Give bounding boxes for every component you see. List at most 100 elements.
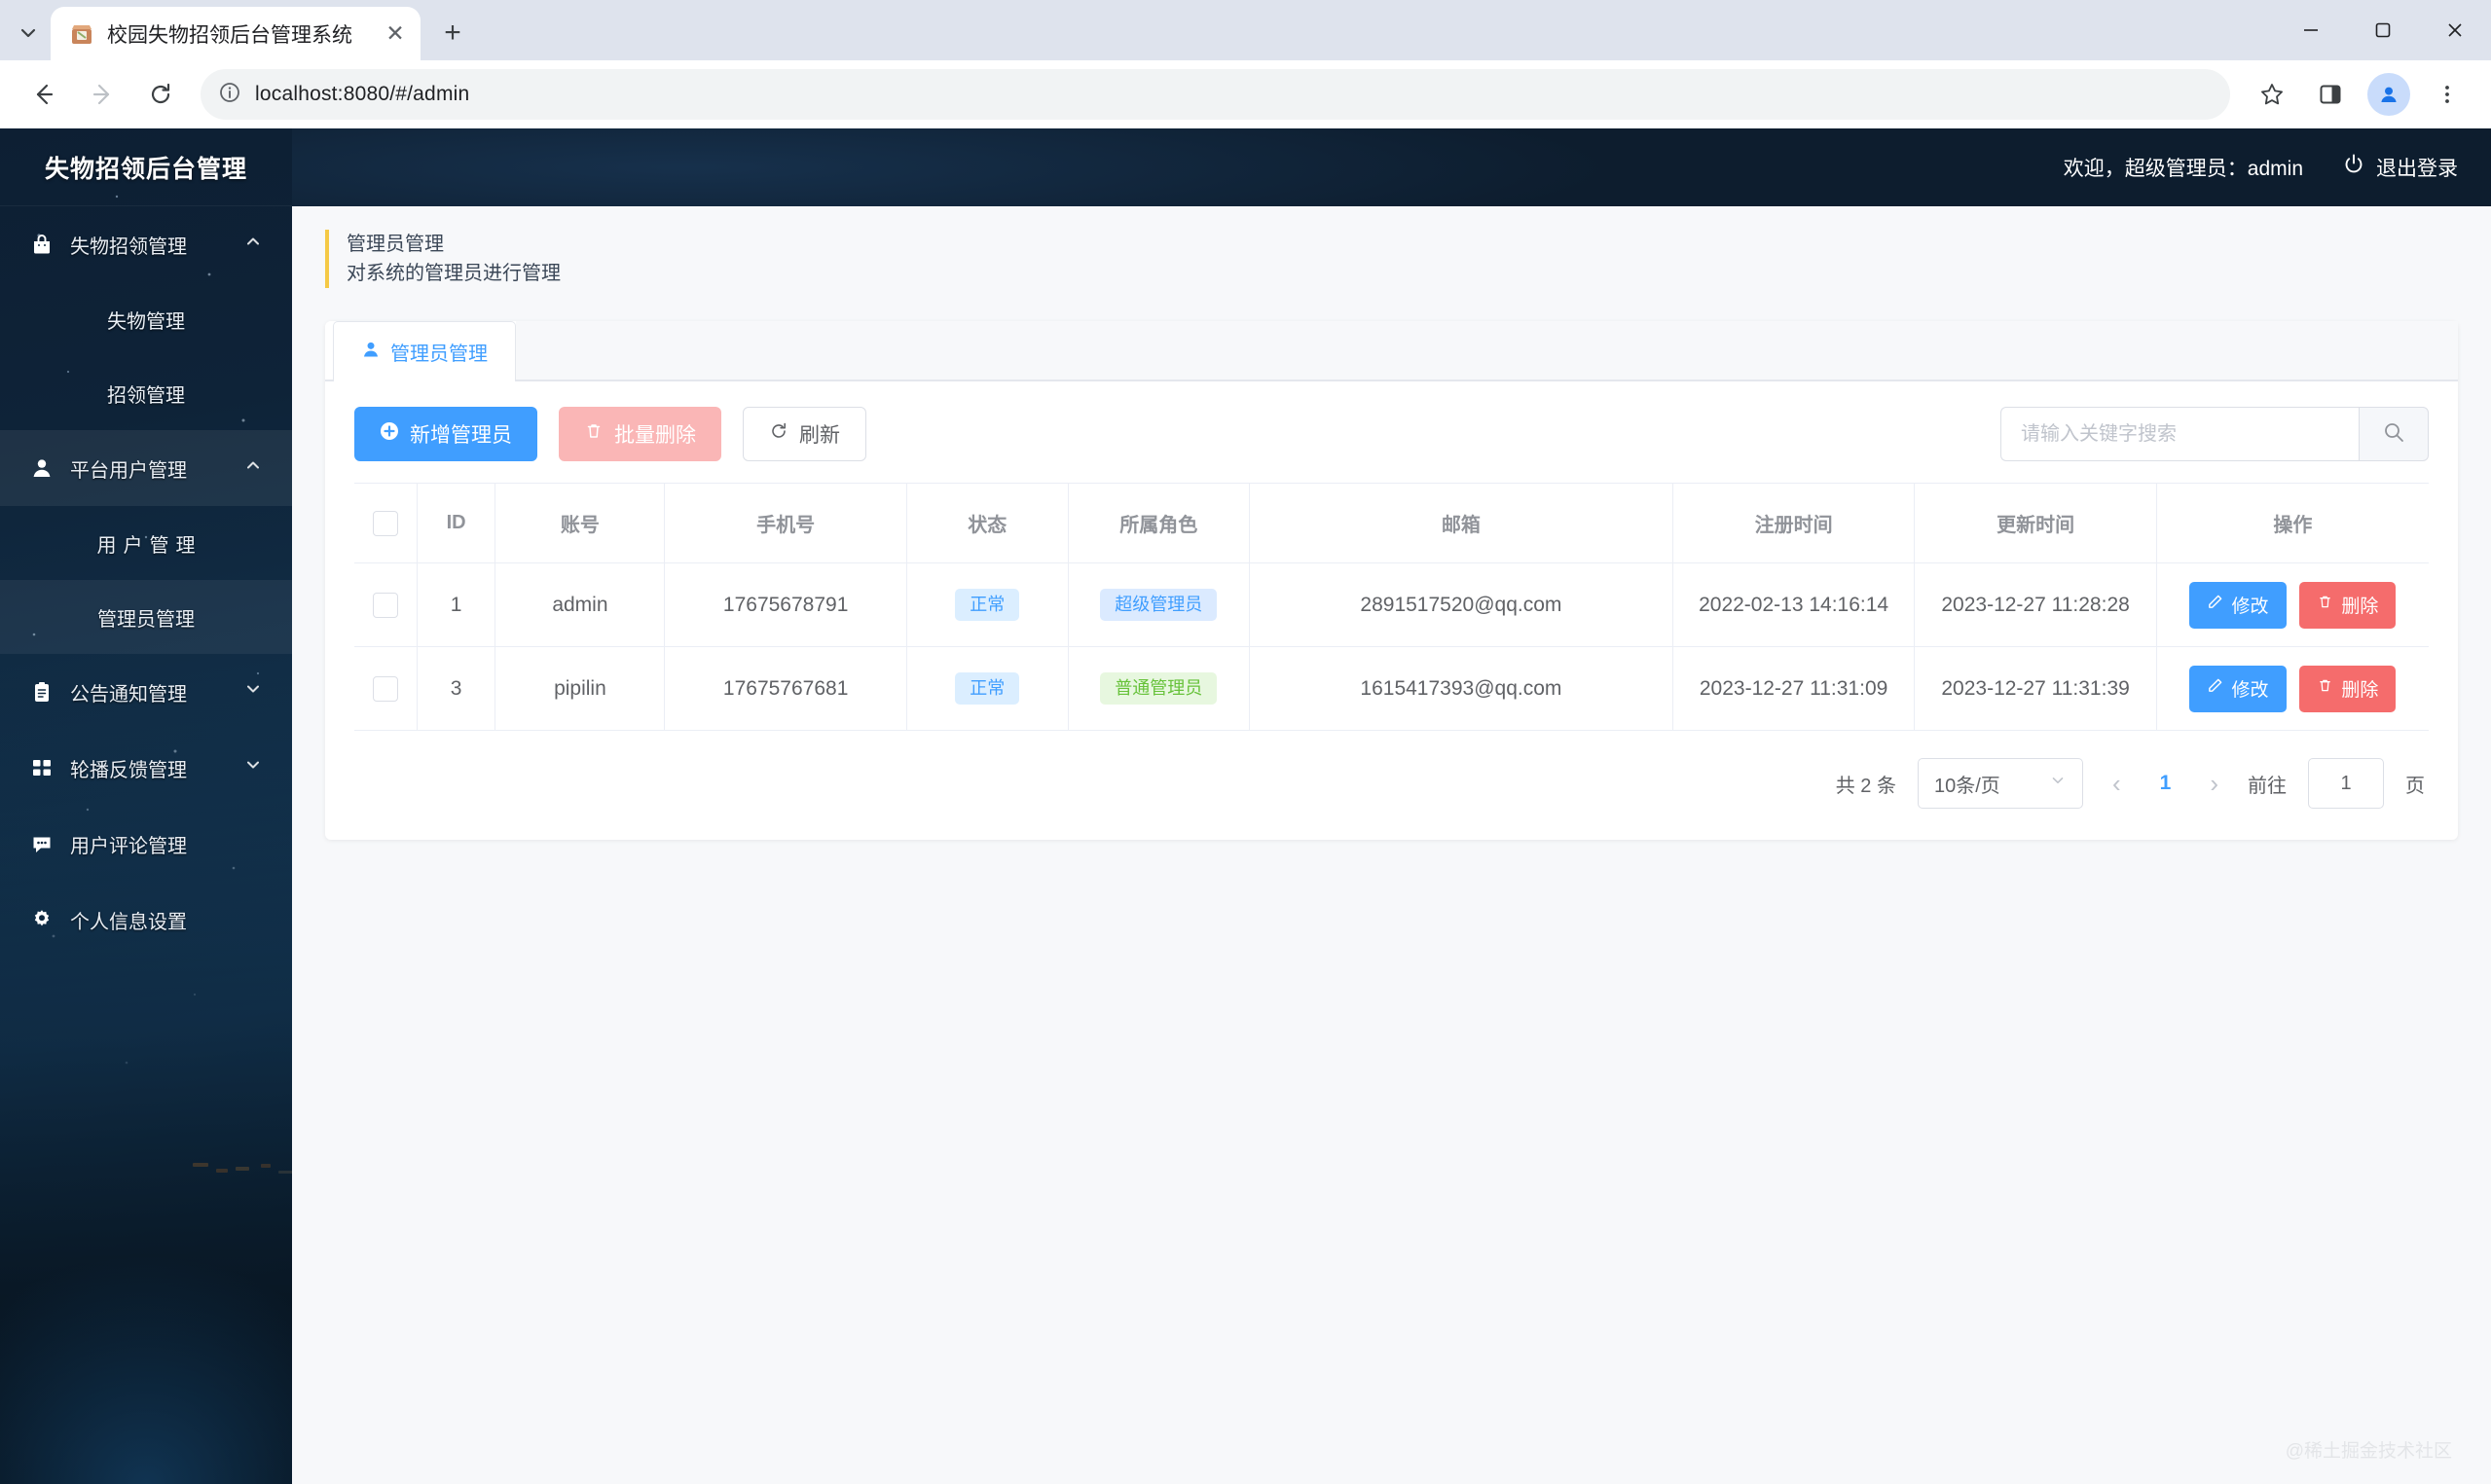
reload-icon[interactable] [134,68,187,121]
sidebar-item-admins[interactable]: 管理员管理 [0,580,292,654]
table-row: 3 pipilin 17675767681 正常 普通管理员 161541739… [354,646,2429,731]
profile-avatar-icon[interactable] [2363,68,2415,121]
column-email: 邮箱 [1248,483,1673,563]
power-icon [2342,153,2365,182]
search-icon [2382,420,2405,449]
batch-delete-label: 批量删除 [614,424,696,447]
watermark: @稀土掘金技术社区 [2285,1441,2452,1462]
role-badge: 超级管理员 [1100,588,1218,622]
back-arrow-icon[interactable] [18,68,70,121]
column-select-all [354,483,418,563]
three-dot-menu-icon[interactable] [2421,68,2473,121]
cell-email: 2891517520@qq.com [1248,562,1673,647]
page-number-1[interactable]: 1 [2159,772,2172,794]
page-title: 管理员管理 [347,234,444,255]
column-phone: 手机号 [664,483,907,563]
city-lights-decoration [193,1163,292,1174]
jump-suffix-label: 页 [2405,775,2425,797]
trash-icon [2317,677,2333,700]
sidebar-menu: 失物招领管理 失物管理 招领管理 平台用户管理 [0,206,292,958]
jump-page-input[interactable] [2308,758,2384,809]
column-operations: 操作 [2155,483,2429,563]
trash-icon [584,421,604,447]
sidebar-item-profile-settings[interactable]: 个人信息设置 [0,882,292,958]
chevron-down-icon [2049,772,2067,795]
cell-status: 正常 [905,646,1069,731]
cell-register-time: 2022-02-13 14:16:14 [1671,562,1915,647]
sidebar-item-found-items[interactable]: 招领管理 [107,384,185,407]
add-admin-button[interactable]: 新增管理员 [354,407,537,461]
edit-button[interactable]: 修改 [2189,581,2287,629]
edit-label: 修改 [2231,597,2269,617]
page-header: 管理员管理 对系统的管理员进行管理 [292,206,2491,309]
browser-tab[interactable]: 校园失物招领后台管理系统 ✕ [51,7,421,60]
cell-account: admin [495,562,665,647]
pencil-icon [2207,594,2223,616]
prev-page-button[interactable]: ‹ [2111,768,2121,798]
cell-update-time: 2023-12-27 11:28:28 [1914,562,2157,647]
sidebar-group-carousel-feedback[interactable]: 轮播反馈管理 [0,730,292,806]
next-page-button[interactable]: › [2210,768,2218,798]
status-badge: 正常 [955,588,1020,622]
cell-operations: 修改 删除 [2155,646,2429,731]
grid-icon [29,756,55,779]
logout-button[interactable]: 退出登录 [2342,153,2458,182]
column-register-time: 注册时间 [1671,483,1915,563]
column-id: ID [416,483,495,563]
trash-icon [2317,594,2333,616]
url-text: localhost:8080/#/admin [255,83,470,105]
window-close-icon[interactable] [2419,0,2491,60]
select-all-checkbox[interactable] [372,510,398,536]
row-checkbox[interactable] [372,675,398,702]
cell-role: 普通管理员 [1067,646,1250,731]
minimize-icon[interactable] [2275,0,2347,60]
chevron-down-icon [243,679,265,705]
sidebar-group-lost-found[interactable]: 失物招领管理 [0,206,292,282]
page-size-label: 10条/页 [1933,775,2000,797]
row-checkbox[interactable] [372,592,398,618]
logout-label: 退出登录 [2376,158,2458,180]
cell-email: 1615417393@qq.com [1248,646,1673,731]
cell-operations: 修改 删除 [2155,562,2429,647]
close-icon[interactable]: ✕ [385,20,405,46]
page-subtitle: 对系统的管理员进行管理 [347,263,561,284]
sidebar-item-users[interactable]: 用户管理 [96,534,202,557]
bag-icon [68,20,95,48]
action-toolbar: 新增管理员 批量删除 刷新 [325,381,2458,483]
delete-button[interactable]: 删除 [2299,665,2397,712]
role-badge: 普通管理员 [1100,671,1218,706]
tab-admin-management[interactable]: 管理员管理 [333,321,516,383]
column-role: 所属角色 [1067,483,1250,563]
refresh-button[interactable]: 刷新 [743,407,866,461]
user-icon [361,340,381,365]
site-info-icon[interactable] [218,81,241,109]
tab-search-button[interactable] [6,11,51,55]
bookmark-star-icon[interactable] [2246,68,2298,121]
side-panel-icon[interactable] [2304,68,2357,121]
search-input[interactable] [2000,407,2359,461]
bag-icon [29,233,55,256]
tab-label: 管理员管理 [390,344,488,365]
column-update-time: 更新时间 [1914,483,2157,563]
sidebar-item-lost-items[interactable]: 失物管理 [107,310,185,333]
table-head: ID 账号 手机号 状态 所属角色 邮箱 注册时间 更新时间 操作 [354,483,2429,563]
refresh-icon [769,421,788,447]
browser-toolbar: localhost:8080/#/admin [0,60,2491,128]
top-header: 欢迎，超级管理员：admin 退出登录 [292,128,2491,206]
address-bar[interactable]: localhost:8080/#/admin [201,69,2230,120]
new-tab-button[interactable]: + [444,17,461,49]
maximize-icon[interactable] [2347,0,2419,60]
search-group [2000,407,2429,461]
page-size-select[interactable]: 10条/页 [1917,758,2083,809]
edit-button[interactable]: 修改 [2189,665,2287,712]
column-status: 状态 [905,483,1069,563]
table-header-row: ID 账号 手机号 状态 所属角色 邮箱 注册时间 更新时间 操作 [354,483,2429,563]
delete-button[interactable]: 删除 [2299,581,2397,629]
search-button[interactable] [2359,407,2429,461]
batch-delete-button[interactable]: 批量删除 [559,407,721,461]
sidebar-group-platform-users[interactable]: 平台用户管理 [0,430,292,506]
sidebar-group-label: 平台用户管理 [70,459,187,482]
sidebar-group-announcements[interactable]: 公告通知管理 [0,654,292,730]
pagination: 共 2 条 10条/页 ‹ 1 › 前往 页 [325,731,2458,834]
sidebar-item-comments[interactable]: 用户评论管理 [0,806,292,882]
